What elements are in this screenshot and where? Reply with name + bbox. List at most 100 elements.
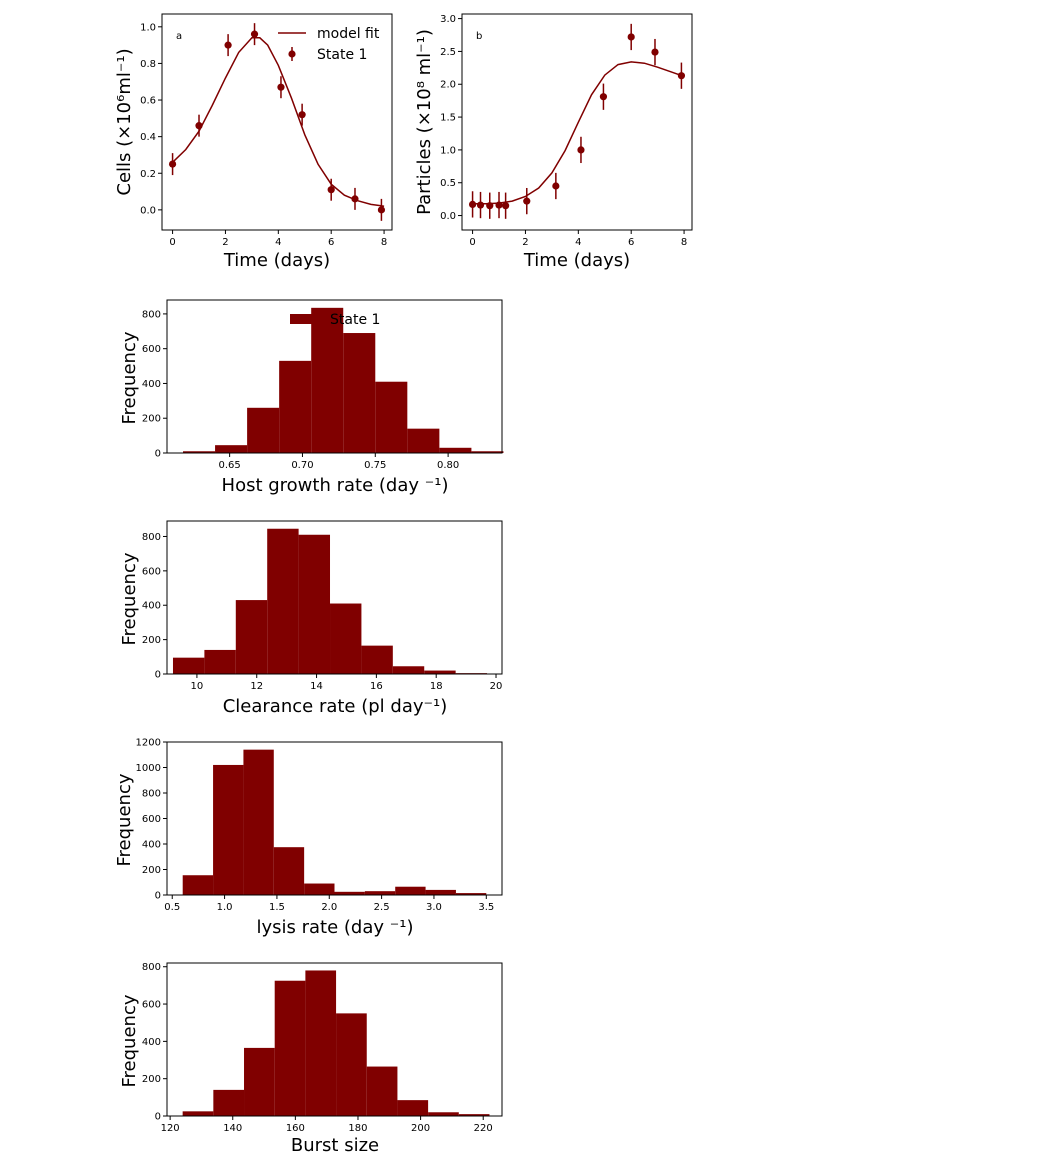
y-axis-label: Frequency	[119, 552, 140, 645]
y-axis-label: Frequency	[119, 331, 140, 424]
legend-point-sample	[288, 50, 296, 58]
histogram-bar	[204, 649, 236, 674]
x-tick-label: 20	[490, 681, 503, 692]
histogram-bar	[334, 891, 365, 895]
histogram-bar	[311, 307, 344, 453]
y-tick-label: 3.0	[440, 14, 456, 25]
chart-lysis: 0.5 1.0 1.5 2.0 2.5 3.0 3.5 0 200 400 600 800 1000 12…	[114, 738, 503, 938]
x-axis-label: Host growth rate (day ⁻¹)	[222, 475, 449, 496]
y-axis-label: Cells (×10⁶ml⁻¹)	[114, 48, 135, 195]
x-tick-label: 14	[310, 681, 323, 692]
y-tick-label: 600	[142, 566, 161, 577]
chart-b: 0 2 4 6 8 0.0 0.5 1.0 1.5 2.0 2.5 3.0 Time (days) Par…	[414, 13, 693, 271]
x-tick-label: 0.80	[437, 460, 459, 471]
histogram-bar	[304, 883, 335, 895]
data-point	[377, 206, 386, 214]
x-axis-label: Time (days)	[523, 250, 630, 271]
x-tick-label: 18	[430, 681, 443, 692]
y-tick-label: 600	[142, 814, 161, 825]
x-tick-label: 2.5	[374, 902, 390, 913]
panel-label: a	[176, 31, 182, 42]
histogram-bar	[395, 886, 426, 895]
histogram-bar	[305, 970, 337, 1116]
histogram-bar	[336, 1013, 367, 1116]
data-point	[168, 160, 177, 168]
y-tick-label: 0.6	[140, 96, 156, 107]
histogram-bar	[392, 666, 425, 674]
x-tick-label: 2.0	[321, 902, 337, 913]
histogram-bar	[361, 645, 393, 674]
chart-burst: 120 140 160 180 200 220 0 200 400 600 800 Burst siz…	[119, 962, 503, 1156]
y-tick-label: 400	[142, 379, 161, 390]
y-tick-label: 800	[142, 789, 161, 800]
x-tick-label: 0	[469, 237, 475, 248]
histogram-bar	[182, 1111, 214, 1116]
axes-frame	[166, 299, 503, 454]
histogram-bar	[243, 749, 274, 895]
x-tick-label: 12	[250, 681, 263, 692]
x-axis-label: lysis rate (day ⁻¹)	[256, 917, 413, 938]
legend-label: model fit	[317, 26, 380, 42]
y-tick-label: 1.0	[140, 22, 156, 33]
histogram-bar	[273, 847, 305, 895]
x-tick-label: 180	[348, 1123, 367, 1134]
histogram-bar	[428, 1112, 459, 1116]
y-tick-label: 0.4	[140, 132, 156, 143]
y-tick-label: 0.0	[440, 211, 456, 222]
chart-a: 0 2 4 6 8 0.0 0.2 0.4 0.6 0.8 1.0 Time (days) Cells …	[114, 13, 393, 271]
x-tick-label: 0	[169, 237, 175, 248]
axes-frame	[166, 520, 503, 675]
histogram-bar	[343, 333, 376, 453]
x-tick-label: 0.75	[364, 460, 386, 471]
x-tick-label: 4	[575, 237, 581, 248]
histogram-bar	[172, 657, 205, 674]
data-point	[468, 200, 477, 208]
data-point	[327, 186, 335, 194]
y-tick-label: 1000	[136, 763, 161, 774]
histogram-bar	[424, 670, 456, 674]
legend-swatch	[290, 314, 318, 324]
data-point	[577, 146, 585, 154]
data-point	[495, 201, 503, 209]
x-tick-label: 0.65	[218, 460, 240, 471]
y-tick-label: 0	[155, 670, 161, 681]
data-point	[486, 202, 494, 210]
x-tick-label: 6	[628, 237, 634, 248]
x-tick-label: 4	[275, 237, 281, 248]
axes-frame	[166, 962, 503, 1117]
x-tick-label: 10	[191, 681, 204, 692]
histogram-bar	[471, 451, 504, 453]
histogram-bar	[182, 875, 214, 895]
y-tick-label: 200	[142, 1074, 161, 1085]
y-tick-label: 800	[142, 962, 161, 973]
data-point	[250, 30, 259, 38]
y-tick-label: 800	[142, 309, 161, 320]
x-tick-label: 200	[411, 1123, 430, 1134]
x-tick-label: 3.5	[478, 902, 494, 913]
legend-label: State 1	[330, 312, 380, 328]
y-tick-label: 400	[142, 840, 161, 851]
x-tick-label: 16	[370, 681, 383, 692]
histogram-bar	[213, 764, 244, 895]
y-tick-label: 200	[142, 414, 161, 425]
y-tick-label: 600	[142, 344, 161, 355]
y-tick-label: 200	[142, 635, 161, 646]
histogram-bar	[364, 891, 396, 895]
x-tick-label: 2	[222, 237, 228, 248]
x-tick-label: 6	[328, 237, 334, 248]
x-tick-label: 0.5	[164, 902, 180, 913]
histogram-bar	[183, 451, 216, 453]
chart-host: 0.65 0.70 0.75 0.80 0 200 400 600 800 Host growth…	[119, 299, 504, 496]
data-point	[195, 122, 203, 130]
y-tick-label: 0.0	[140, 205, 156, 216]
data-point	[502, 202, 510, 210]
y-tick-label: 2.0	[440, 80, 456, 91]
y-tick-label: 200	[142, 865, 161, 876]
x-tick-label: 3.0	[426, 902, 442, 913]
x-axis-label: Clearance rate (pl day⁻¹)	[223, 696, 448, 717]
x-tick-label: 2	[522, 237, 528, 248]
data-point	[599, 93, 608, 101]
data-point	[627, 33, 635, 41]
